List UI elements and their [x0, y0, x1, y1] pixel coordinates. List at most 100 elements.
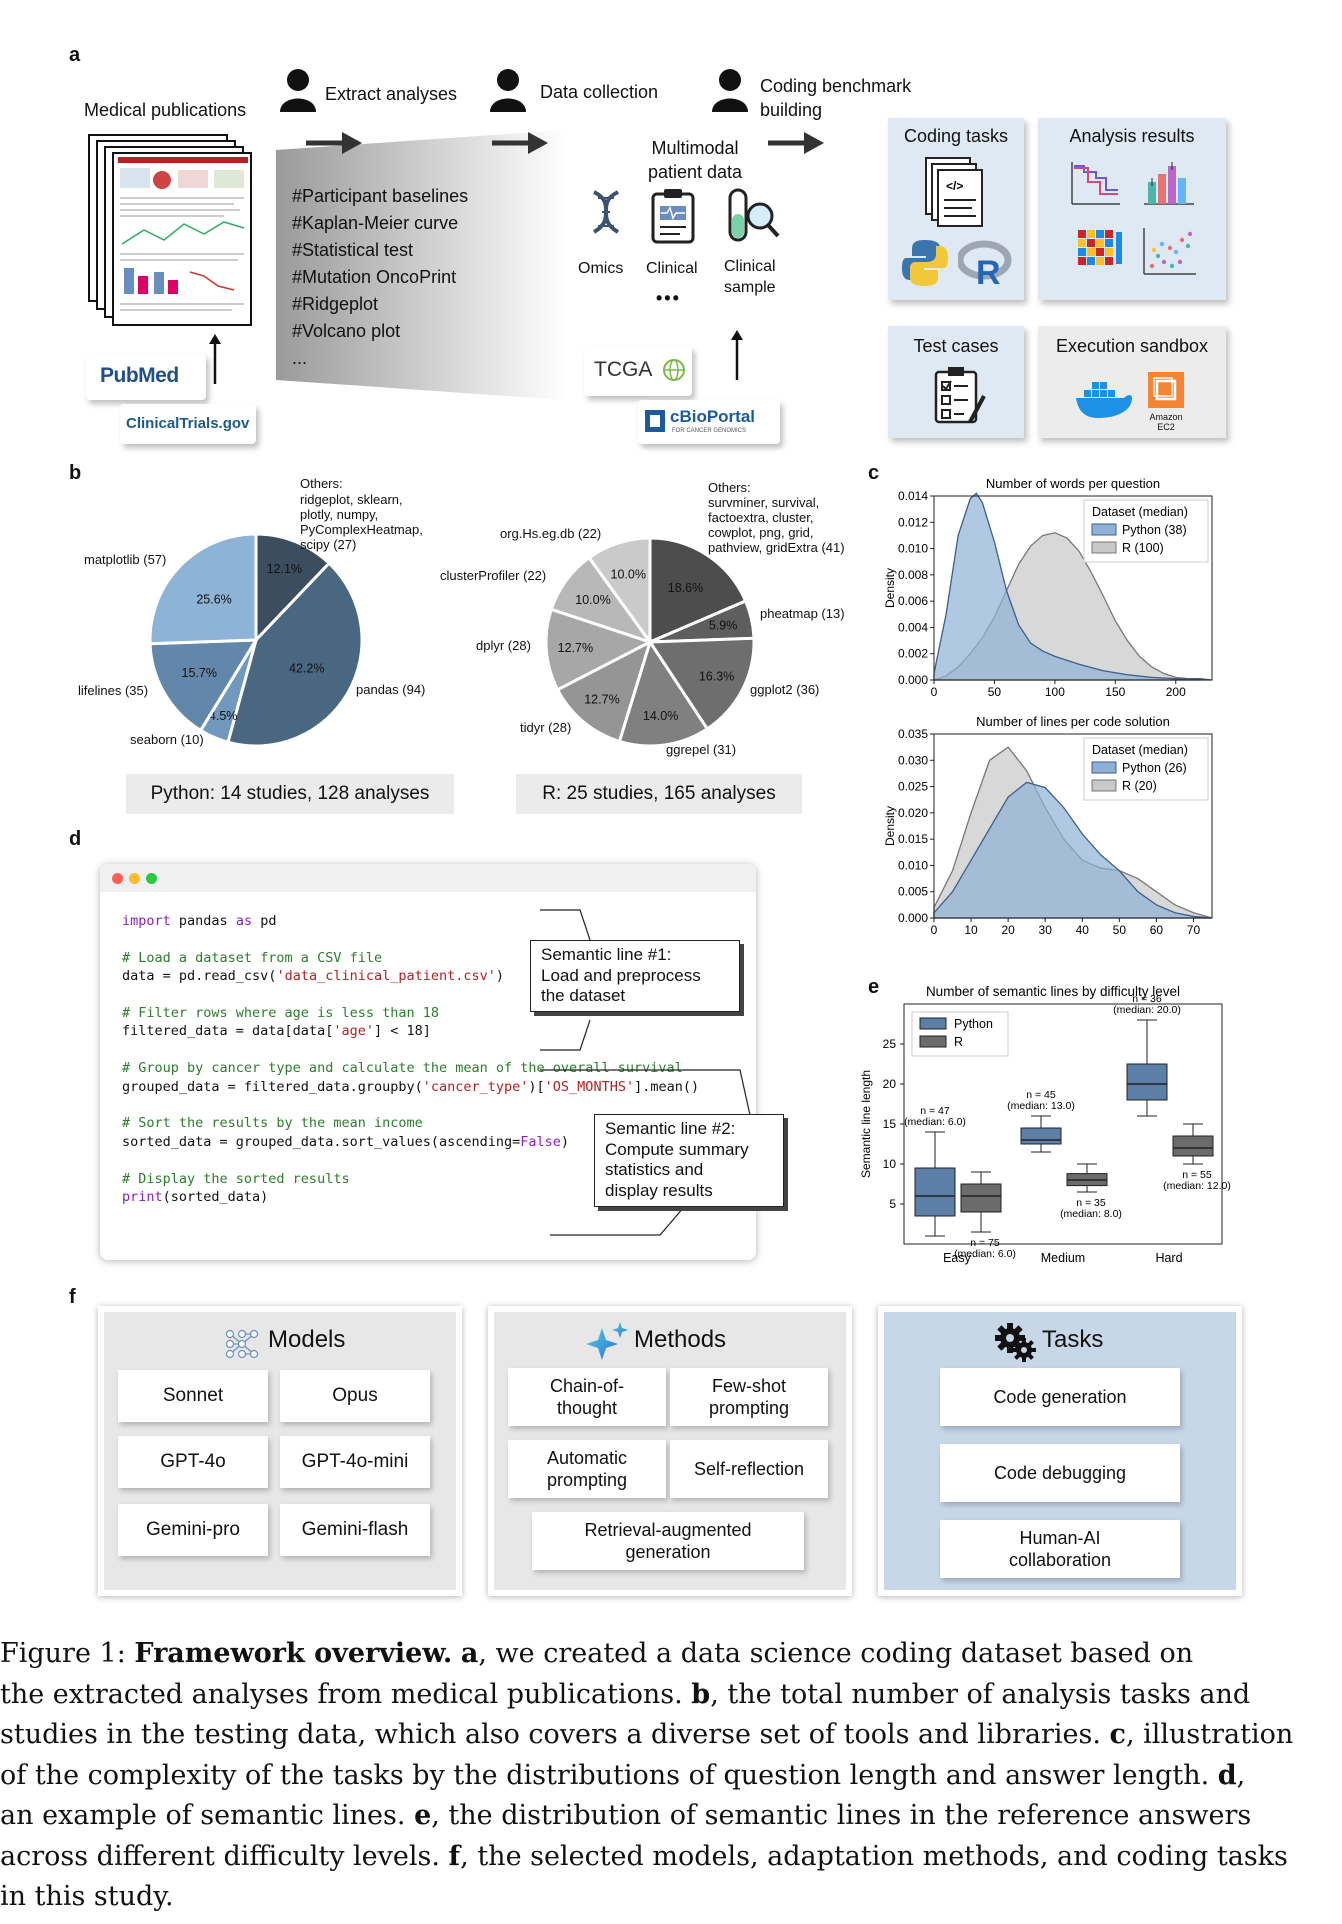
caption-line: in this study. — [0, 1881, 174, 1912]
up-arrow-icon — [209, 334, 221, 384]
y-tick-label: 0.002 — [898, 647, 928, 661]
y-tick-label: 0.006 — [898, 594, 928, 608]
window-close-button[interactable] — [112, 873, 123, 884]
legend-entry: R (20) — [1122, 779, 1157, 793]
python-libraries-pie-chart: 12.1% 42.2% 4.5% 15.7% 25.6% Others: ridgepl… — [78, 476, 425, 748]
hashtag-item: #Volcano plot — [292, 321, 401, 341]
execution-sandbox-label: Execution sandbox — [1055, 336, 1209, 356]
median-label: (median: 6.0) — [954, 1248, 1016, 1260]
x-tick-label: 150 — [1105, 685, 1125, 699]
model-card-gemini-flash: Gemini-flash — [280, 1504, 430, 1556]
method-card-rag: Retrieval-augmented generation — [532, 1512, 804, 1570]
y-axis-label: Density — [883, 568, 897, 608]
clinicaltrials-logo: ClinicalTrials.gov — [120, 404, 256, 444]
words-per-question-density-chart: Number of words per question Density 0 50 10… — [883, 476, 1213, 699]
median-label: (median: 20.0) — [1113, 1004, 1181, 1016]
y-axis-label: Density — [883, 806, 897, 846]
x-tick-label: 30 — [1039, 923, 1053, 937]
pie-slice-label: clusterProfiler (22) — [440, 568, 546, 583]
pie-slice-label: ggplot2 (36) — [750, 682, 819, 697]
model-card-sonnet: Sonnet — [118, 1370, 268, 1422]
method-card-chain-of-thought: Chain-of- thought — [508, 1368, 666, 1426]
legend-entry: R — [954, 1035, 963, 1049]
y-tick-label: 0.000 — [898, 911, 928, 925]
model-card-gpt-4o: GPT-4o — [118, 1436, 268, 1488]
y-tick-label: 20 — [883, 1077, 897, 1091]
amazon-ec2-label: Amazon EC2 — [1149, 412, 1183, 432]
model-card-gpt-4o-mini: GPT-4o-mini — [280, 1436, 430, 1488]
caption-line: across different difficulty levels. f, t… — [0, 1840, 1288, 1872]
docker-whale-icon — [1076, 382, 1132, 418]
window-minimize-button[interactable] — [129, 873, 140, 884]
r-libraries-pie-chart: 18.6%5.9%16.3%14.0%12.7%12.7%10.0%10.0% … — [440, 480, 845, 757]
x-tick-label: Easy — [943, 1251, 972, 1265]
methods-title: Methods — [634, 1326, 727, 1353]
clinical-clipboard-icon — [651, 189, 695, 244]
task-card-human-ai-collaboration: Human-AI collaboration — [940, 1520, 1180, 1578]
right-arrow-icon — [768, 132, 824, 154]
gears-icon — [995, 1323, 1036, 1362]
x-tick-label: 20 — [1001, 923, 1015, 937]
box — [960, 1183, 1002, 1213]
person-icon — [490, 69, 526, 112]
legend-swatch — [1091, 761, 1117, 774]
code-line: filtered_data = data[data['age'] < 18] — [122, 1023, 431, 1040]
window-titlebar — [100, 864, 756, 892]
tasks-title: Tasks — [1042, 1326, 1104, 1353]
legend-swatch — [919, 1035, 947, 1048]
code-line: data = pd.read_csv('data_clinical_patien… — [122, 968, 505, 985]
coding-tasks-box: Coding tasks </> R — [888, 118, 1024, 300]
pie-slice-label: scipy (27) — [300, 537, 356, 552]
pie-slice-label: tidyr (28) — [520, 720, 571, 735]
medical-publications-label: Medical publications — [84, 100, 247, 120]
pubmed-logo: PubMed — [86, 354, 206, 400]
x-tick-label: 0 — [931, 923, 938, 937]
n-label: n = 36 — [1132, 993, 1162, 1005]
r-logo-icon: R — [958, 240, 1012, 288]
window-maximize-button[interactable] — [146, 873, 157, 884]
y-tick-label: 0.012 — [898, 515, 928, 529]
legend-title: Dataset (median) — [1092, 743, 1188, 757]
pie-percent-label: 15.7% — [182, 666, 217, 680]
pie-slice — [544, 607, 654, 692]
box — [1020, 1127, 1062, 1145]
caption-line: the extracted analyses from medical publ… — [0, 1678, 1251, 1710]
pie-percent-label: 12.1% — [267, 562, 302, 576]
pie-slice-label: Others: — [300, 476, 343, 491]
hashtag-item: #Ridgeplot — [292, 294, 379, 314]
legend: Python R — [911, 1011, 1009, 1057]
extracted-analyses-list: #Participant baselines #Kaplan-Meier cur… — [292, 183, 468, 372]
legend-swatch — [1091, 541, 1117, 554]
y-tick-label: 0.020 — [898, 806, 928, 820]
hashtag-item: #Kaplan-Meier curve — [292, 213, 459, 233]
task-card-code-generation: Code generation — [940, 1368, 1180, 1426]
chart-title: Number of lines per code solution — [976, 714, 1170, 729]
model-card-gemini-pro: Gemini-pro — [118, 1504, 268, 1556]
lines-per-code-density-chart: Number of lines per code solution Density… — [883, 714, 1213, 937]
models-panel: Models Sonnet Opus GPT-4o GPT-4o-mini Ge… — [98, 1306, 462, 1596]
legend-entry: Python (26) — [1122, 761, 1187, 775]
caption-line: Figure 1: Framework overview. a, we crea… — [0, 1638, 1194, 1669]
person-icon — [712, 69, 748, 112]
cbioportal-logo: cBioPortal FOR CANCER GENOMICS — [638, 400, 780, 444]
test-tube-magnifier-icon — [728, 188, 780, 242]
sparkle-icon — [586, 1322, 628, 1360]
median-label: (median: 13.0) — [1007, 1100, 1075, 1112]
test-cases-label: Test cases — [913, 336, 999, 356]
plot-frame — [933, 495, 1213, 681]
method-card-automatic-prompting: Automatic prompting — [508, 1440, 666, 1498]
pie-percent-label: 16.3% — [699, 669, 734, 683]
task-card-code-debugging: Code debugging — [940, 1444, 1180, 1502]
x-tick-label: 10 — [964, 923, 978, 937]
callout-connectors — [540, 909, 751, 1236]
neural-network-icon — [225, 1329, 259, 1359]
omics-label: Omics — [578, 260, 624, 277]
y-tick-label: 0.010 — [898, 542, 928, 556]
method-card-few-shot: Few-shot prompting — [670, 1368, 828, 1426]
panel-label-d: d — [69, 828, 82, 850]
y-tick-label: 0.008 — [898, 568, 928, 582]
x-tick-label: 100 — [1045, 685, 1065, 699]
y-tick-label: 0.015 — [898, 832, 928, 846]
analysis-results-box: Analysis results — [1038, 118, 1226, 300]
legend-swatch — [1091, 523, 1117, 536]
